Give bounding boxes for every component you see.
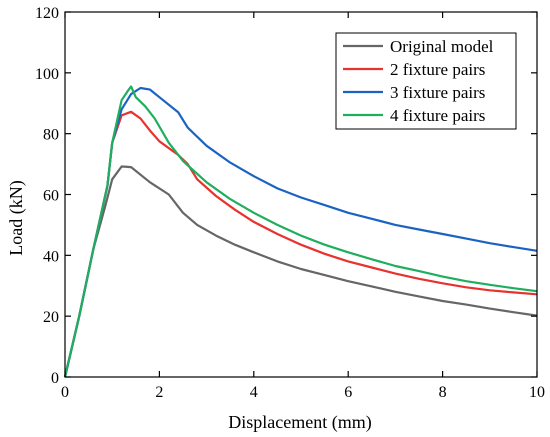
y-tick-label: 0 [51, 370, 59, 387]
x-tick-label: 0 [61, 384, 69, 401]
legend-box [335, 32, 517, 130]
x-tick-label: 4 [250, 384, 258, 401]
series-line-4 [63, 85, 538, 378]
x-tick-label: 8 [439, 384, 447, 401]
y-tick-label: 60 [43, 188, 59, 205]
legend-label-4: 4 fixture pairs [390, 106, 485, 125]
y-tick-label: 20 [43, 309, 59, 326]
series-line-1 [63, 165, 538, 378]
y-tick-label: 120 [35, 5, 59, 22]
x-axis-title: Displacement (mm) [228, 412, 371, 433]
y-tick-label: 80 [43, 127, 59, 144]
legend-label-1: Original model [390, 37, 494, 56]
y-axis-title: Load (kN) [6, 180, 27, 255]
y-tick-label: 100 [35, 66, 59, 83]
legend-label-2: 2 fixture pairs [390, 60, 485, 79]
x-tick-label: 2 [155, 384, 163, 401]
legend: Original model 2 fixture pairs 3 fixture p… [335, 32, 517, 130]
series-line-2 [63, 110, 538, 378]
plot-area [63, 85, 538, 378]
x-tick-label: 6 [344, 384, 352, 401]
legend-label-3: 3 fixture pairs [390, 83, 485, 102]
x-tick-label: 10 [529, 384, 545, 401]
series-line-3 [63, 86, 538, 378]
y-tick-label: 40 [43, 248, 59, 265]
